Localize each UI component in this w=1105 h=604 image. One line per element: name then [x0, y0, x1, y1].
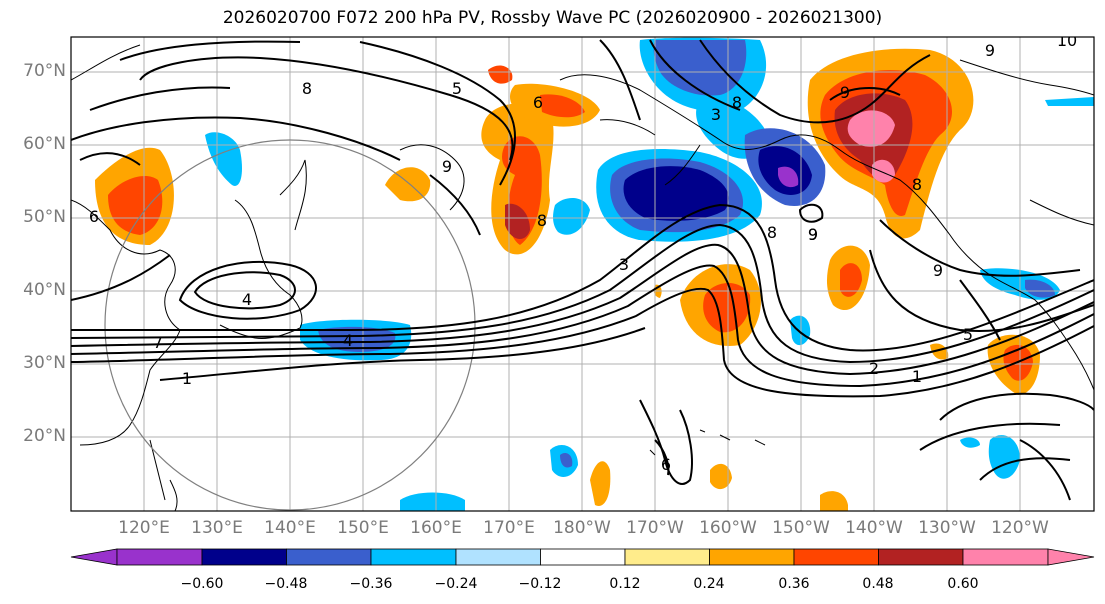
contour-label: 1: [912, 367, 922, 386]
colorbar-tick: 0.36: [778, 576, 810, 592]
contour-label: 9: [933, 261, 943, 280]
lat-label: 50°N: [23, 207, 66, 227]
contour-labels: 8 5 6 8 9 9 4 4 7 1 6 9 3 3 8 9 8 9 5 2 …: [89, 31, 1077, 474]
contour-label: 2: [869, 359, 879, 378]
contour-label: 7: [153, 333, 163, 352]
contour-label: 9: [808, 225, 818, 244]
colorbar-tick: 0.48: [862, 576, 894, 592]
lon-label: 170°W: [626, 518, 684, 538]
lon-label: 150°W: [772, 518, 830, 538]
colorbar-segment: [793, 548, 879, 566]
colorbar-segment: [116, 548, 203, 566]
map-title: 2026020700 F072 200 hPa PV, Rossby Wave …: [222, 8, 883, 28]
contour-label: 4: [343, 331, 353, 350]
lon-label: 160°E: [410, 518, 462, 538]
colorbar-segment: [540, 548, 626, 566]
contour-label: 3: [711, 105, 721, 124]
contour-label: 9: [808, 225, 818, 244]
lat-label: 20°N: [23, 426, 66, 446]
contour-label: 9: [840, 83, 850, 102]
lon-label: 160°W: [699, 518, 757, 538]
colorbar-tick: −0.12: [518, 576, 562, 592]
colorbar-segment: [455, 548, 541, 566]
colorbar-segment: [286, 548, 372, 566]
contour-label: 8: [767, 223, 777, 242]
colorbar-segment: [70, 548, 118, 566]
contour-label: 1: [182, 369, 192, 388]
lat-label: 40°N: [23, 280, 66, 300]
colorbar-segment: [370, 548, 457, 566]
contour-label: 4: [242, 290, 252, 309]
lon-label: 120°E: [118, 518, 170, 538]
colorbar-tick: 0.24: [693, 576, 725, 592]
lat-label: 70°N: [23, 61, 66, 81]
contour-label: 9: [985, 41, 995, 60]
lat-label: 30°N: [23, 353, 66, 373]
lon-label: 120°W: [991, 518, 1049, 538]
colorbar-tick: −0.60: [180, 576, 224, 592]
lon-label: 180°W: [553, 518, 611, 538]
contour-label: 5: [963, 325, 973, 344]
negative-anomaly-shading: [205, 37, 1094, 511]
map-frame: [70, 36, 1095, 512]
graticule: [71, 37, 1094, 511]
colorbar-segment: [624, 548, 710, 566]
contour-label: 6: [661, 455, 671, 474]
colorbar-tick: 0.60: [947, 576, 979, 592]
colorbar-tick: −0.36: [349, 576, 393, 592]
colorbar-tick: −0.48: [264, 576, 308, 592]
colorbar-segment: [1047, 548, 1095, 566]
colorbar-segment: [878, 548, 964, 566]
lat-label: 60°N: [23, 134, 66, 154]
lon-label: 140°E: [264, 518, 316, 538]
reference-circle: [104, 139, 476, 511]
contour-label: 6: [533, 93, 543, 112]
lon-label: 170°E: [483, 518, 535, 538]
contour-label: 9: [442, 157, 452, 176]
colorbar-tick: 0.12: [609, 576, 641, 592]
lon-label: 130°W: [918, 518, 976, 538]
lon-label: 130°E: [191, 518, 243, 538]
lon-label: 140°W: [845, 518, 903, 538]
contour-label: 8: [537, 211, 547, 230]
contour-label: 3: [619, 255, 629, 274]
contour-label: 8: [732, 93, 742, 112]
lon-label: 150°E: [337, 518, 389, 538]
colorbar-segment: [962, 548, 1049, 566]
contour-label: 6: [89, 207, 99, 226]
contour-label: 8: [302, 79, 312, 98]
coastlines: [71, 44, 1094, 511]
contour-label: 8: [912, 175, 922, 194]
colorbar-segment: [709, 548, 795, 566]
colorbar-tick: −0.24: [434, 576, 478, 592]
contour-label: 5: [452, 79, 462, 98]
colorbar-segment: [201, 548, 287, 566]
colorbar: [70, 548, 1095, 566]
contour-label: 10: [1057, 31, 1077, 50]
contour-lines: [71, 39, 1094, 501]
